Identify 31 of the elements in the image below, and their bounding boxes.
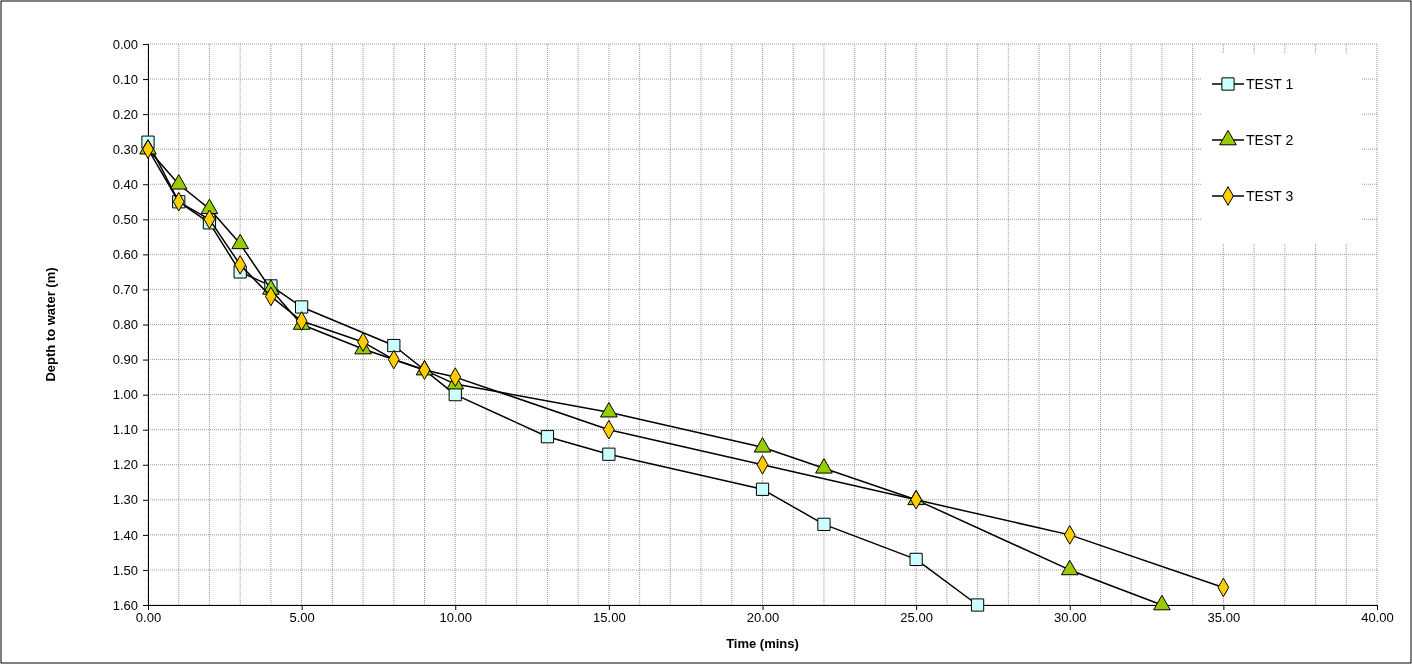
x-tick-label: 35.00: [1207, 610, 1241, 626]
x-tick-label: 40.00: [1361, 610, 1394, 626]
y-tick-label: 1.60: [112, 597, 138, 613]
legend-label: TEST 2: [1246, 132, 1294, 148]
x-axis-title: Time (mins): [726, 636, 799, 651]
y-axis-title: Depth to water (m): [43, 267, 58, 382]
x-tick-label: 0.00: [135, 610, 162, 626]
y-tick-label: 1.30: [112, 492, 138, 508]
x-tick-label: 15.00: [593, 610, 626, 626]
y-tick-label: 0.40: [112, 176, 138, 192]
legend-label: TEST 1: [1246, 76, 1294, 92]
y-tick-label: 0.20: [112, 106, 138, 122]
x-tick-label: 5.00: [289, 610, 315, 626]
x-tick-label: 10.00: [439, 610, 473, 626]
y-tick-label: 0.10: [112, 71, 138, 87]
y-tick-label: 0.70: [112, 282, 138, 298]
y-tick-label: 0.30: [112, 141, 138, 157]
y-tick-label: 0.90: [112, 352, 138, 368]
x-tick-label: 20.00: [746, 610, 780, 626]
y-tick-label: 1.40: [112, 527, 138, 543]
y-tick-label: 0.50: [112, 211, 138, 227]
x-tick-label: 30.00: [1053, 610, 1087, 626]
y-tick-label: 0.80: [112, 317, 138, 333]
y-tick-label: 1.50: [112, 562, 138, 578]
y-tick-label: 0.00: [112, 36, 138, 52]
y-tick-label: 1.10: [112, 422, 138, 438]
y-tick-label: 1.00: [112, 387, 138, 403]
y-tick-label: 1.20: [112, 457, 138, 473]
x-tick-label: 25.00: [900, 610, 933, 626]
legend-label: TEST 3: [1246, 188, 1294, 204]
y-tick-label: 0.60: [112, 247, 138, 263]
